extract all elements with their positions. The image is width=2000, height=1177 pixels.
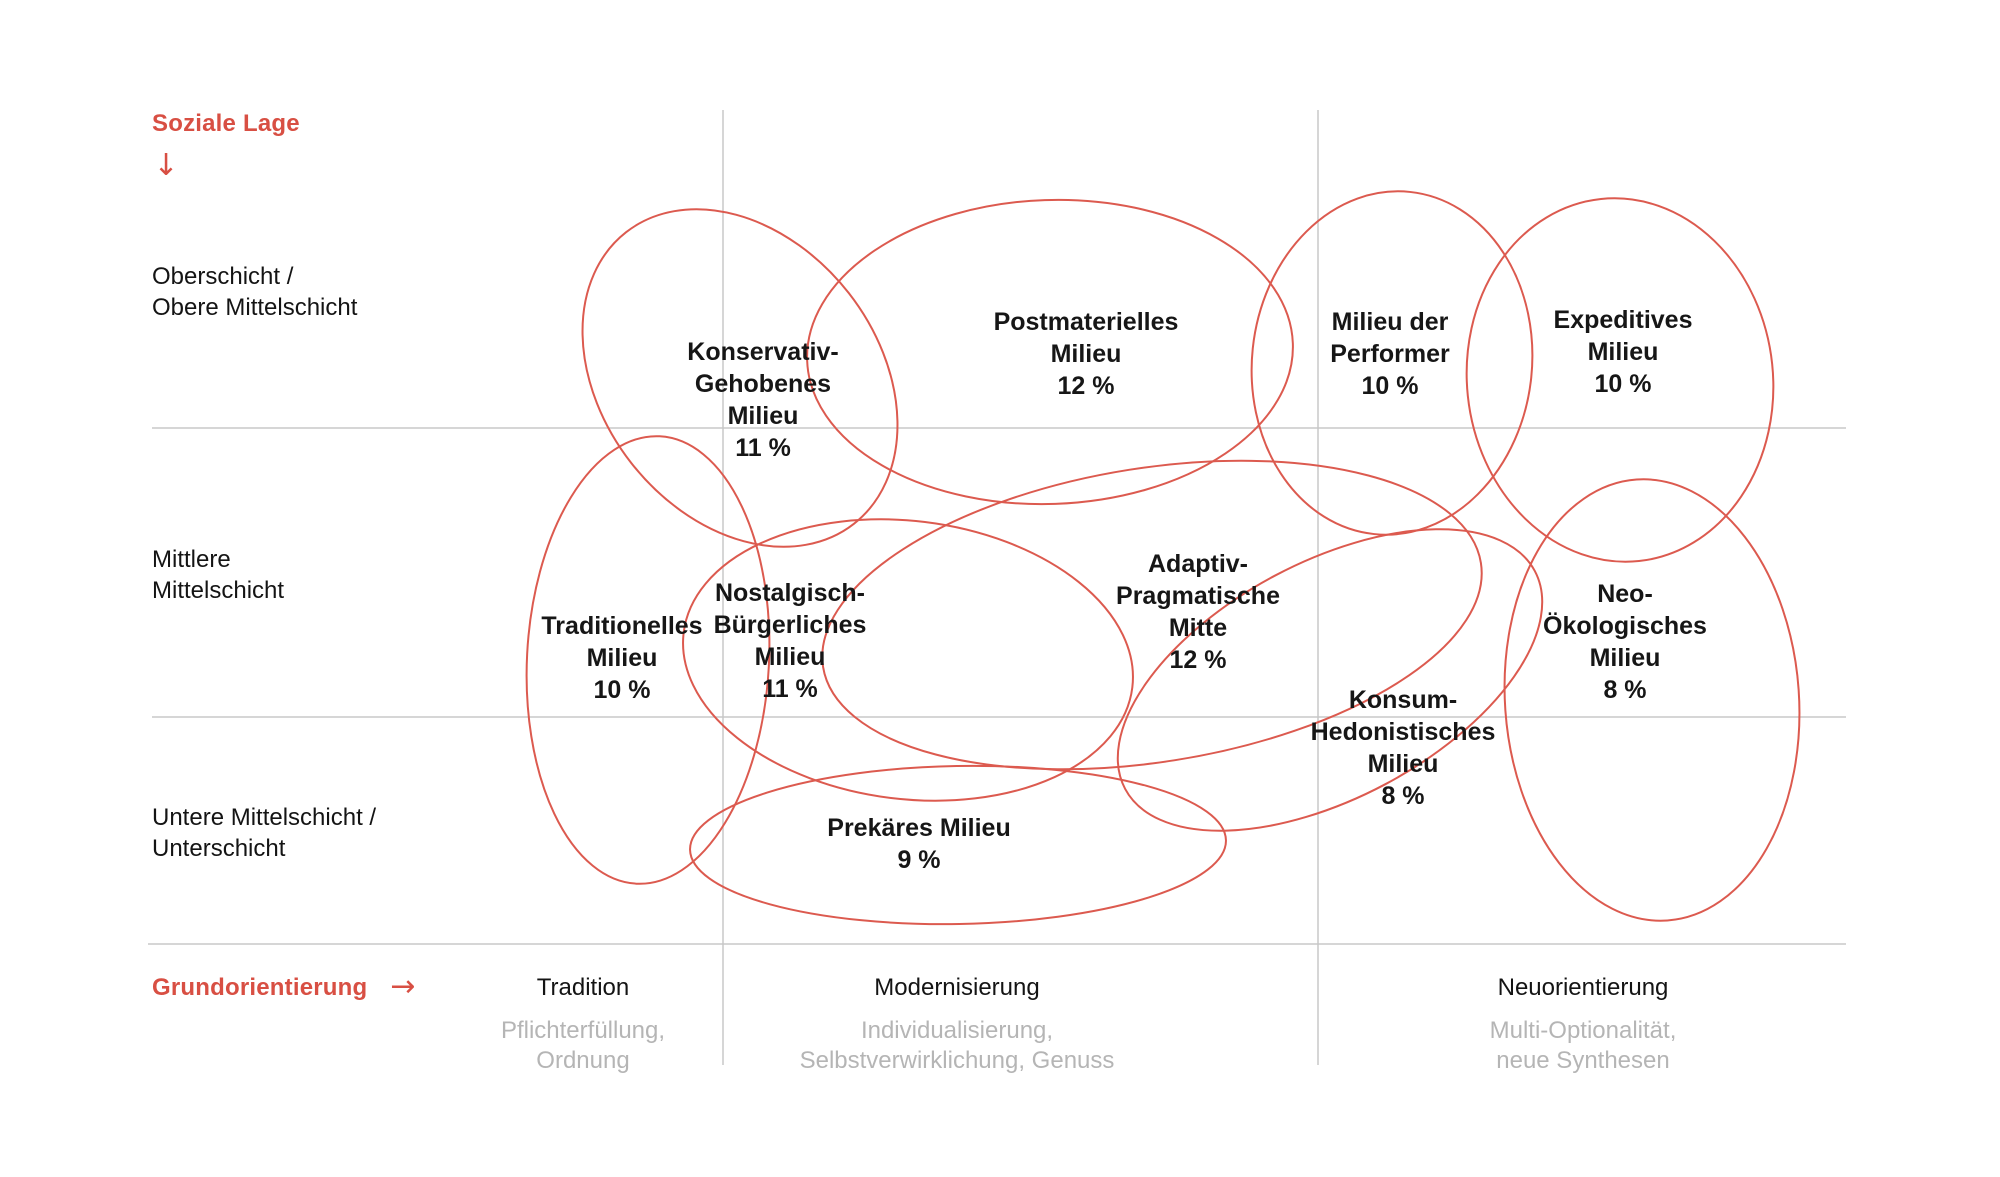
milieu-name-line: Adaptiv- — [1148, 550, 1248, 578]
milieu-percent: 12 % — [1169, 646, 1227, 674]
milieu-label-nostalgisch-buergerliches: Nostalgisch- Bürgerliches Milieu 11 % — [714, 577, 867, 705]
milieu-ellipse-prekaeres — [689, 764, 1227, 926]
orientation-subtitle-line: Individualisierung, — [860, 1017, 1054, 1044]
milieu-name-line: Konsum- — [1348, 686, 1458, 714]
milieu-label-expeditives: Expeditives Milieu 10 % — [1554, 304, 1693, 400]
orientation-column-3: Neuorientierung Multi-Optionalität, neue S… — [1490, 973, 1677, 1076]
orientation-subtitle-line: neue Synthesen — [1496, 1047, 1670, 1074]
social-level-label-3: Untere Mittelschicht / Unterschicht — [152, 802, 376, 864]
milieu-name-line: Performer — [1330, 340, 1450, 368]
orientation-subtitle-line: Ordnung — [536, 1047, 630, 1074]
milieu-ellipse-konservativ-gehobenes — [581, 208, 899, 548]
arrow-right-icon: → — [390, 969, 416, 1004]
milieu-label-konservativ-gehobenes: Konservativ- Gehobenes Milieu 11 % — [687, 336, 838, 464]
milieu-percent: 8 % — [1381, 782, 1425, 810]
orientation-axis-title: Grundorientierung — [152, 974, 368, 1001]
social-level-line: Unterschicht — [152, 835, 286, 862]
milieu-name-line: Milieu — [1589, 644, 1661, 672]
milieu-name-line: Milieu — [1587, 338, 1659, 366]
milieu-label-traditionelles: Traditionelles Milieu 10 % — [541, 610, 702, 706]
milieu-ellipse-milieu-der-performer — [1250, 190, 1534, 536]
milieu-percent: 12 % — [1057, 372, 1115, 400]
milieu-name-line: Nostalgisch- — [714, 579, 866, 607]
milieu-name-line: Neo- — [1597, 580, 1653, 608]
milieu-ellipse-nostalgisch-buergerliches — [682, 518, 1134, 802]
milieu-ellipse-expeditives — [1465, 197, 1775, 563]
milieu-label-adaptiv-pragmatische: Adaptiv- Pragmatische Mitte 12 % — [1116, 548, 1280, 676]
milieu-percent: 10 % — [593, 676, 651, 704]
social-level-line: Obere Mittelschicht — [152, 294, 358, 321]
orientation-subtitle-line: Selbstverwirklichung, Genuss — [799, 1047, 1115, 1074]
milieu-name-line: Mitte — [1168, 614, 1228, 642]
arrow-down-icon: ↓ — [153, 148, 179, 183]
social-level-label-2: Mittlere Mittelschicht — [152, 544, 284, 606]
milieu-percent: 10 % — [1594, 370, 1652, 398]
orientation-subtitle: Multi-Optionalität, neue Synthesen — [1490, 1016, 1677, 1076]
milieu-label-milieu-der-performer: Milieu der Performer 10 % — [1330, 306, 1450, 402]
orientation-subtitle: Pflichterfüllung, Ordnung — [501, 1016, 665, 1076]
milieu-label-prekaeres: Prekäres Milieu 9 % — [827, 812, 1010, 876]
milieu-name-line: Traditionelles — [541, 612, 703, 640]
orientation-title: Neuorientierung — [1497, 974, 1669, 1001]
social-level-line: Untere Mittelschicht / — [152, 804, 377, 831]
milieu-name-line: Milieu der — [1331, 308, 1449, 336]
milieu-ellipse-postmaterielles — [806, 198, 1294, 506]
milieu-label-postmaterielles: Postmaterielles Milieu 12 % — [994, 306, 1179, 402]
milieu-name-line: Hedonistisches — [1310, 718, 1496, 746]
milieu-name-line: Milieu — [727, 402, 799, 430]
milieu-percent: 10 % — [1361, 372, 1419, 400]
milieu-percent: 9 % — [897, 846, 941, 874]
social-level-line: Mittlere — [152, 546, 231, 573]
orientation-subtitle-line: Pflichterfüllung, — [500, 1017, 666, 1044]
milieu-name-line: Konservativ- — [687, 338, 839, 366]
milieu-name-line: Pragmatische — [1116, 582, 1280, 610]
milieu-percent: 11 % — [735, 434, 791, 462]
milieu-name-line: Milieu — [1367, 750, 1439, 778]
milieu-percent: 8 % — [1603, 676, 1647, 704]
milieu-name-line: Expeditives — [1553, 306, 1693, 334]
milieu-name-line: Postmaterielles — [993, 308, 1179, 336]
milieu-name-line: Gehobenes — [694, 370, 832, 398]
social-level-line: Mittelschicht — [152, 577, 285, 604]
orientation-title: Tradition — [536, 974, 630, 1001]
milieu-ellipse-adaptiv-pragmatische — [821, 459, 1483, 771]
social-level-line: Oberschicht / — [152, 263, 294, 290]
milieu-ellipse-konsum-hedonistisches — [1116, 528, 1544, 832]
milieu-name-line: Milieu — [1050, 340, 1122, 368]
milieu-ellipse-neo-oekologisches — [1503, 478, 1801, 922]
orientation-column-2: Modernisierung Individualisierung, Selbstv… — [800, 973, 1115, 1076]
milieu-label-neo-oekologisches: Neo- Ökologisches Milieu 8 % — [1543, 578, 1707, 706]
milieu-name-line: Milieu — [586, 644, 658, 672]
orientation-subtitle: Individualisierung, Selbstverwirklichung,… — [800, 1016, 1115, 1076]
milieu-name-line: Ökologisches — [1543, 612, 1707, 640]
social-axis-title: Soziale Lage — [152, 110, 300, 137]
milieu-name-line: Prekäres Milieu — [827, 814, 1011, 842]
orientation-column-1: Tradition Pflichterfüllung, Ordnung — [501, 973, 665, 1076]
milieu-name-line: Bürgerliches — [713, 611, 867, 639]
orientation-subtitle-line: Multi-Optionalität, — [1489, 1017, 1677, 1044]
milieu-percent: 11 % — [762, 675, 818, 703]
social-level-label-1: Oberschicht / Obere Mittelschicht — [152, 261, 357, 323]
orientation-title: Modernisierung — [874, 974, 1040, 1001]
milieu-name-line: Milieu — [754, 643, 826, 671]
milieu-label-konsum-hedonistisches: Konsum- Hedonistisches Milieu 8 % — [1311, 684, 1496, 812]
milieu-ellipse-traditionelles — [525, 435, 771, 885]
